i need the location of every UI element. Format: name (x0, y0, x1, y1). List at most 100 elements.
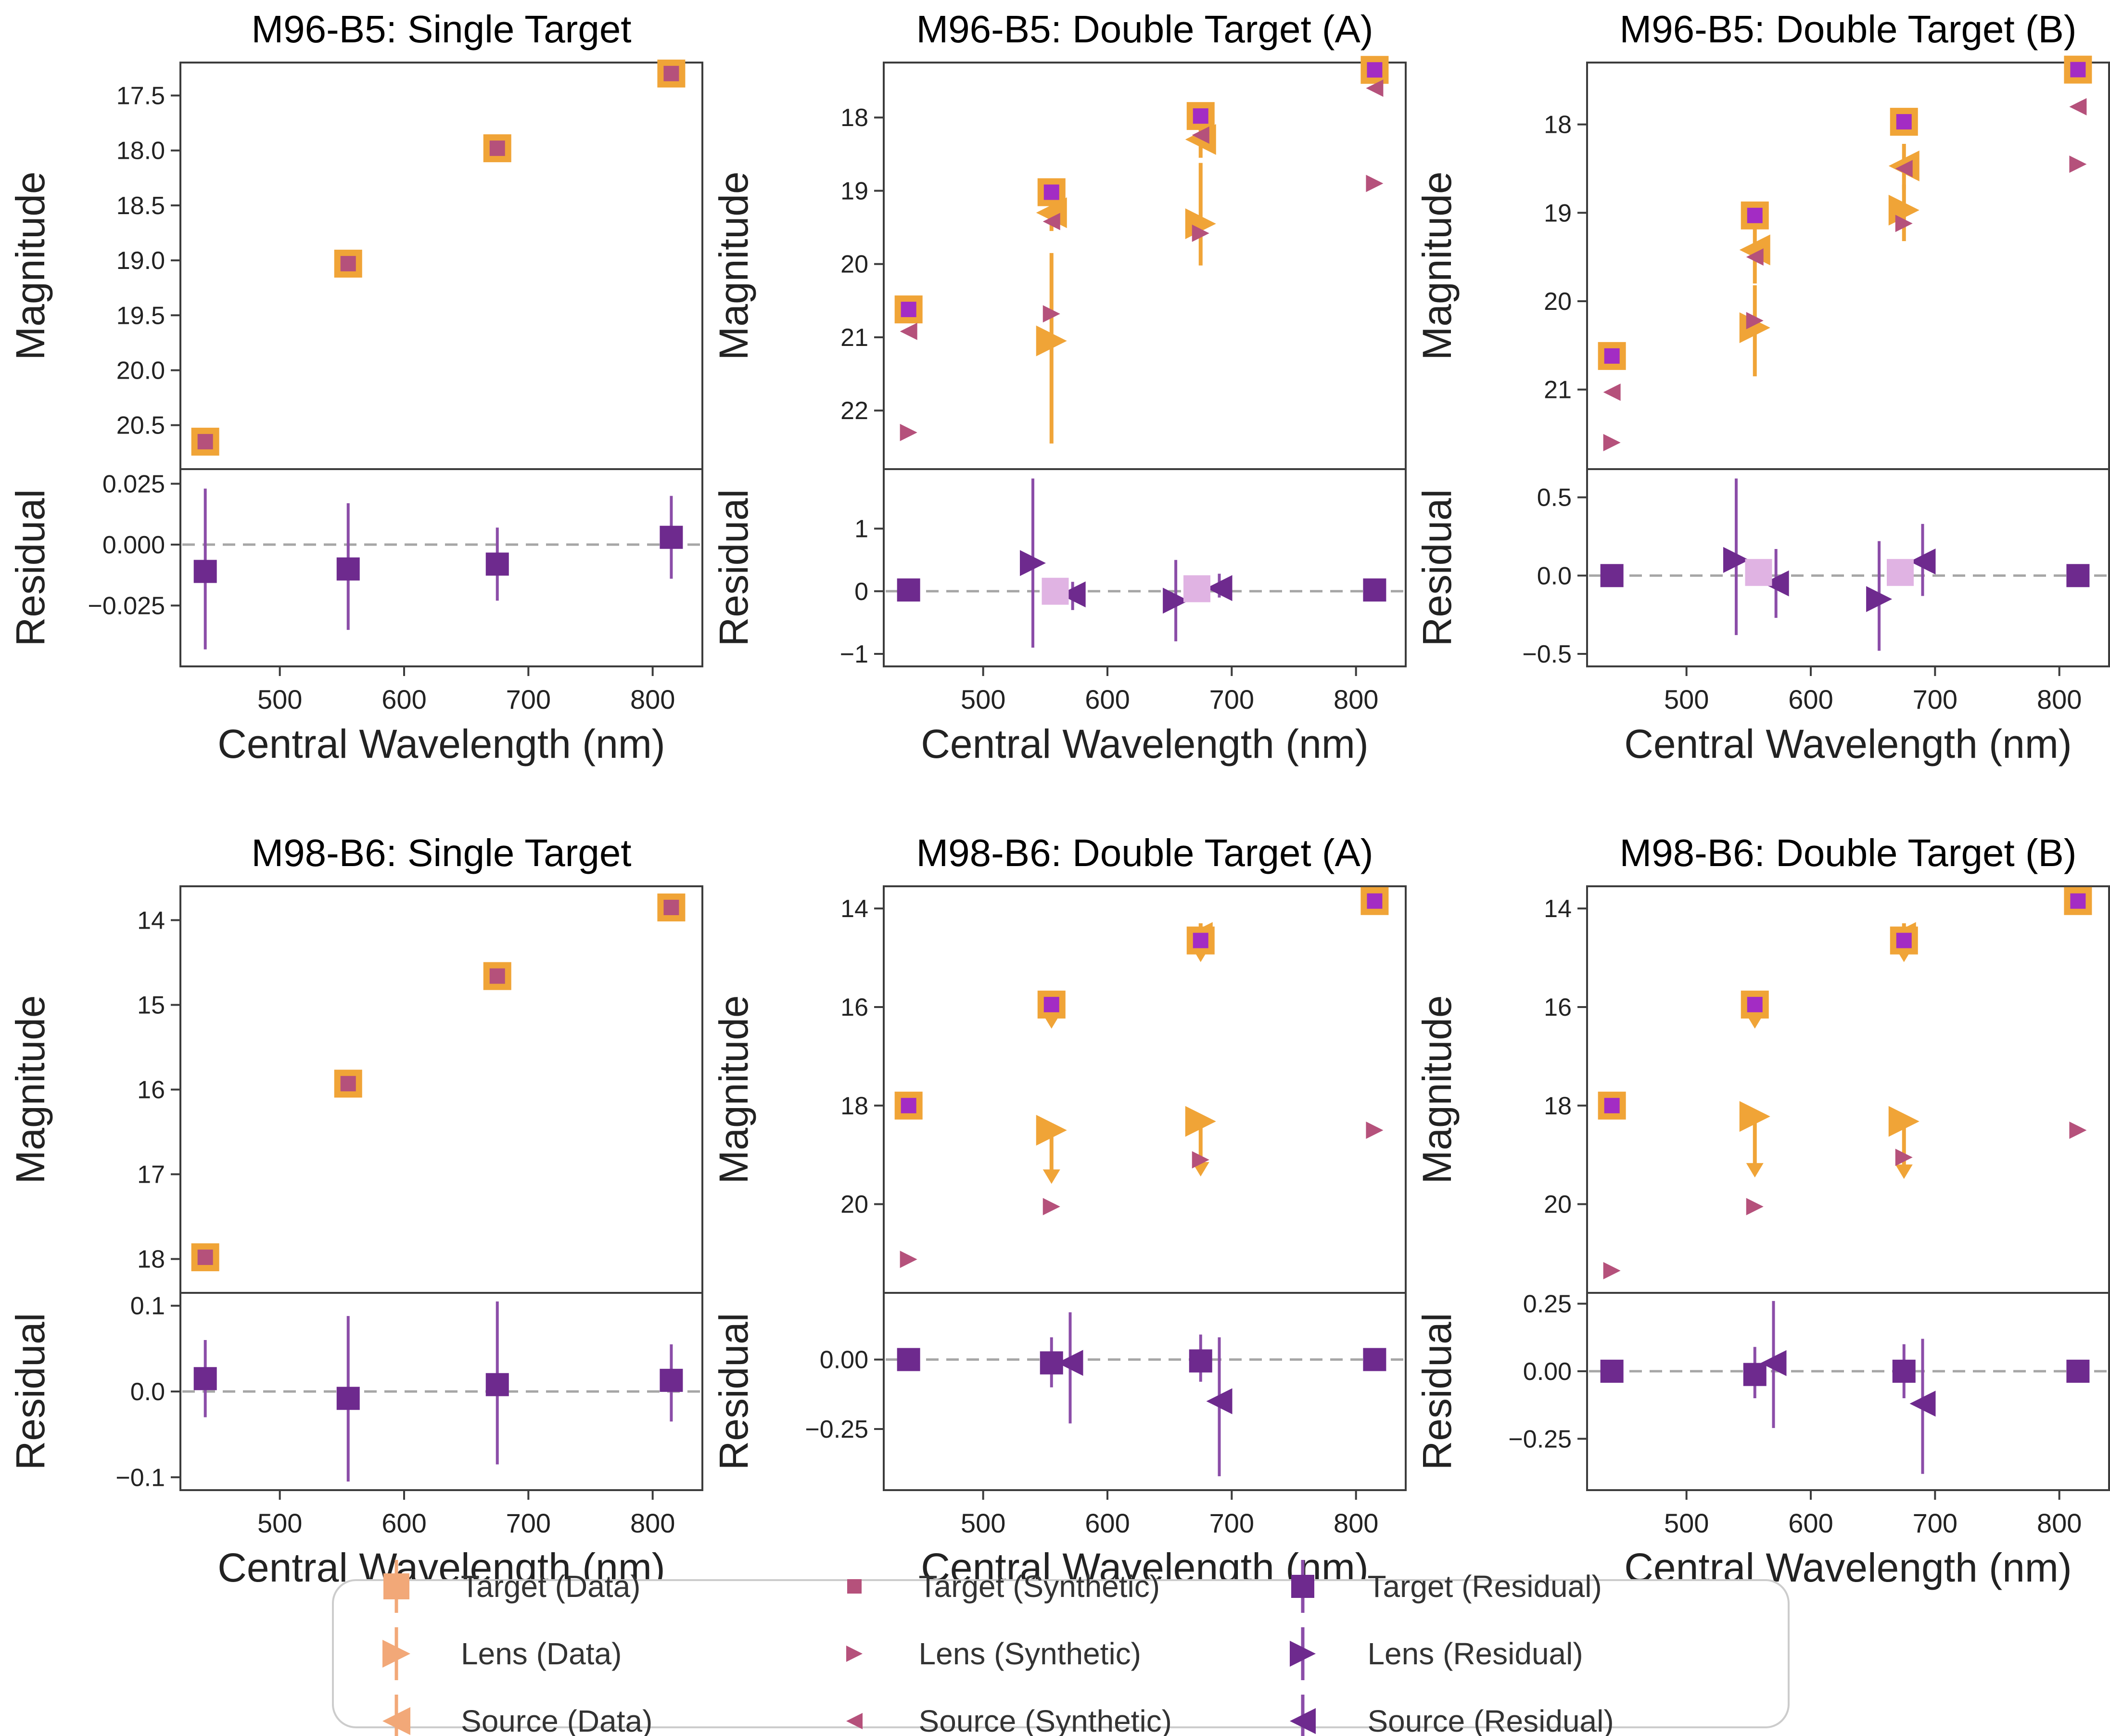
magnitude-tick-label: 15 (137, 991, 165, 1019)
lens-synthetic-point (900, 1251, 917, 1268)
target-data-point-inner (2070, 893, 2086, 909)
source-synthetic-point (900, 322, 917, 340)
source-synthetic-marker-icon (826, 1690, 883, 1736)
source-synthetic-point (1192, 126, 1209, 144)
source-synthetic-point (1042, 213, 1060, 230)
target-residual-point (660, 1368, 683, 1392)
lens-data-upper-limit-point (1185, 1106, 1216, 1137)
legend-marker-svg (382, 1627, 410, 1680)
target-data-point-inner (489, 140, 505, 156)
target-residual-point (897, 578, 920, 602)
target-data-point-inner (197, 1250, 213, 1265)
lens-data-marker-icon (368, 1622, 425, 1685)
residual-tick-label: −0.25 (1508, 1425, 1572, 1453)
lens-data-upper-limit-series (1036, 1106, 1216, 1184)
x-tick-label: 700 (1209, 1508, 1254, 1538)
x-tick-label: 600 (1788, 1508, 1833, 1538)
residual-tick-label: 0.000 (102, 531, 165, 559)
residual-axes-box (1586, 1292, 2110, 1491)
panel-title: M98-B6: Double Target (B) (1619, 831, 2076, 874)
lens-data-upper-limit-point (1036, 1115, 1067, 1146)
x-axis-label: Central Wavelength (nm) (1624, 721, 2072, 766)
subplot-m96b5-double-b: M96-B5: Double Target (B) 18 19 20 21 0.5 0.0 −… (1407, 0, 2110, 824)
lens-residual-point (1163, 587, 1189, 614)
lens-synthetic-point (2069, 155, 2087, 173)
subplot-m98b6-single: M98-B6: Single Target 14 15 16 17 18 0.1 0.0 −0.… (0, 824, 703, 1647)
residual-tick-label: 0.025 (102, 470, 165, 498)
legend-label: Source (Residual) (1367, 1704, 1614, 1736)
lens-synthetic-point (1603, 1262, 1621, 1279)
source-residual-point (1057, 1350, 1083, 1376)
x-tick-label: 700 (1913, 684, 1957, 715)
residual-axis-label: Residual (8, 489, 53, 647)
target-data-series (191, 894, 686, 1272)
magnitude-axis-label: Magnitude (1414, 171, 1460, 360)
legend-item-source-residual: Source (Residual) (1274, 1690, 1759, 1736)
lens-data-upper-limit-limit-arrow (1895, 1164, 1913, 1179)
magnitude-axis-label: Magnitude (711, 995, 756, 1184)
x-tick-label: 500 (257, 684, 302, 715)
x-tick-label: 500 (257, 1508, 302, 1538)
target-data-point-inner (1043, 996, 1059, 1012)
residual-axes-box (179, 468, 703, 667)
lens-synthetic-series (1603, 1122, 2087, 1279)
legend-marker-svg (382, 1695, 410, 1736)
lens-synthetic-point (1746, 1198, 1764, 1215)
residual-axis-label: Residual (711, 489, 756, 647)
source-residual-point (1206, 575, 1233, 601)
target-data-point-inner (1747, 996, 1763, 1012)
magnitude-tick-label: 20.0 (116, 357, 165, 384)
lens-data-upper-limit-point (1888, 1106, 1919, 1137)
lens-residual-series (1723, 478, 1893, 651)
target-residual-point (897, 1348, 920, 1371)
source-residual-series (1057, 1312, 1233, 1477)
legend-marker-shape (382, 1707, 410, 1735)
magnitude-tick-label: 14 (840, 895, 868, 923)
magnitude-tick-label: 18 (1544, 1092, 1572, 1120)
legend-marker-shape (1291, 1575, 1315, 1598)
legend-label: Source (Synthetic) (918, 1704, 1172, 1736)
residual-tick-label: 0.0 (130, 1378, 165, 1406)
target-data-series (191, 59, 686, 456)
source-synthetic-point (1366, 79, 1384, 97)
target-data-marker-icon (368, 1555, 425, 1618)
source-synthetic-series (1603, 98, 2087, 401)
source-residual-point (1909, 548, 1936, 574)
lens-data-upper-limit-limit-arrow (1746, 1163, 1764, 1178)
source-synthetic-point (1895, 160, 1913, 178)
magnitude-axis-label: Magnitude (8, 171, 53, 360)
chart-m96b5-double-b: M96-B5: Double Target (B) 18 19 20 21 0.5 0.0 −… (1414, 8, 2110, 766)
magnitude-tick-label: 20.5 (116, 412, 165, 440)
residual-axis-label: Residual (1414, 489, 1460, 647)
residual-tick-label: 1 (854, 515, 868, 543)
lens-synthetic-point (1366, 1122, 1384, 1139)
target-residual-faded-series (1745, 559, 1914, 586)
chart-m98b6-double-a: M98-B6: Double Target (A) 14 16 18 20 0.00 −0.… (711, 831, 1407, 1590)
target-residual-point (1189, 1349, 1212, 1373)
lens-synthetic-series (1603, 155, 2087, 451)
magnitude-tick-label: 20 (840, 1191, 868, 1219)
magnitude-tick-label: 19.0 (116, 247, 165, 275)
residual-axis-label: Residual (1414, 1313, 1460, 1470)
legend-marker-svg (1290, 1627, 1316, 1680)
magnitude-axes-box (883, 62, 1407, 470)
residual-tick-label: 0.5 (1537, 484, 1572, 512)
source-residual-point (1763, 570, 1789, 597)
lens-synthetic-point (2069, 1122, 2087, 1139)
magnitude-axis-label: Magnitude (1414, 995, 1460, 1184)
lens-synthetic-point (1895, 1149, 1913, 1166)
lens-synthetic-point (1895, 215, 1913, 232)
subplot-m96b5-double-a: M96-B5: Double Target (A) 18 19 20 21 22 1 0 −1 5… (703, 0, 1407, 824)
legend-marker-svg (383, 1560, 409, 1613)
target-data-series (894, 887, 1389, 1120)
x-axis-label: Central Wavelength (nm) (217, 721, 665, 766)
target-residual-series (193, 1301, 683, 1482)
residual-tick-label: 0.0 (1537, 562, 1572, 590)
target-data-point-inner (663, 900, 679, 916)
x-tick-label: 800 (2037, 684, 2082, 715)
residual-tick-label: −0.25 (805, 1416, 868, 1443)
target-residual-point (660, 525, 683, 549)
legend-marker-shape (1290, 1641, 1316, 1667)
x-tick-label: 600 (1085, 1508, 1130, 1538)
lens-synthetic-marker-icon (826, 1622, 883, 1685)
